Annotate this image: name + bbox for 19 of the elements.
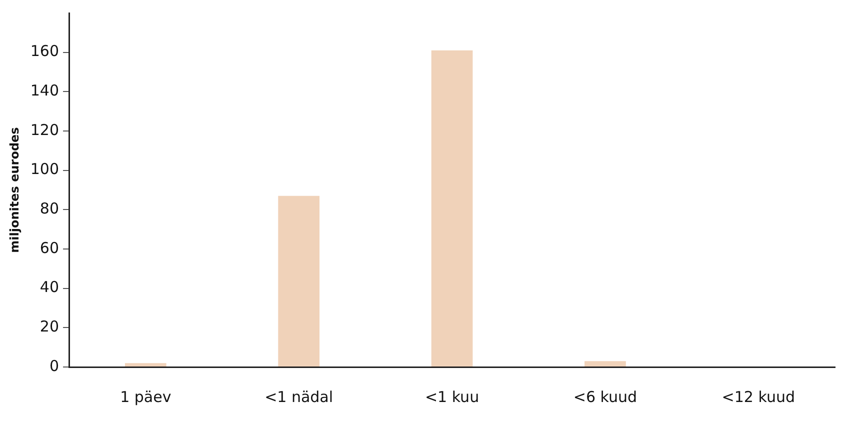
y-tick-label: 80 bbox=[40, 200, 60, 218]
x-tick-label: 1 päev bbox=[120, 388, 172, 406]
y-tick-label: 100 bbox=[30, 160, 60, 178]
y-tick-label: 160 bbox=[30, 42, 60, 60]
y-tick-label: 120 bbox=[30, 120, 60, 139]
y-tick-label: 20 bbox=[40, 318, 60, 336]
bar bbox=[431, 50, 473, 366]
y-tick-label: 0 bbox=[49, 356, 60, 375]
x-tick-label: <1 kuu bbox=[424, 388, 480, 406]
bar bbox=[124, 363, 166, 366]
x-tick-label: <1 nädal bbox=[264, 388, 334, 406]
y-tick-label: 40 bbox=[40, 278, 60, 296]
x-tick-label: <6 kuud bbox=[573, 388, 638, 406]
y-axis-title: miljonites eurodes bbox=[7, 127, 22, 253]
y-tick-label: 60 bbox=[40, 238, 60, 257]
bar bbox=[584, 361, 626, 366]
bar bbox=[278, 196, 320, 366]
y-tick-label: 140 bbox=[30, 82, 60, 100]
x-tick-label: <12 kuud bbox=[722, 388, 795, 406]
